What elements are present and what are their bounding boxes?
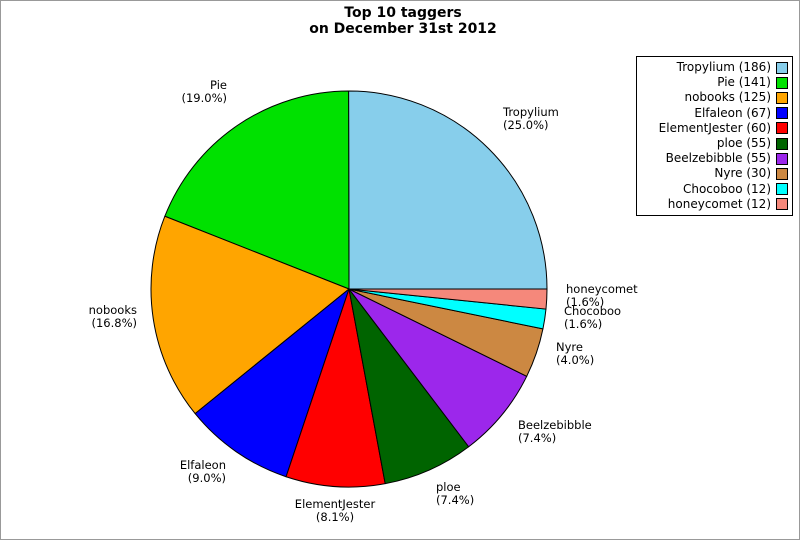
slice-label-ploe: ploe (7.4%): [436, 481, 474, 506]
legend-color-swatch: [776, 183, 788, 196]
legend-label: Elfaleon (67): [694, 105, 771, 120]
legend-item-Chocoboo: Chocoboo (12): [641, 182, 788, 197]
legend-item-Tropylium: Tropylium (186): [641, 60, 788, 75]
legend: Tropylium (186) Pie (141) nobooks (125) Elf…: [636, 56, 793, 216]
legend-color-swatch: [776, 107, 788, 120]
slice-label-Elfaleon: Elfaleon (9.0%): [180, 459, 226, 484]
slice-label-percent: (4.0%): [556, 352, 595, 367]
chart-title-line1: Top 10 taggers: [344, 5, 462, 21]
slice-label-nobooks: nobooks (16.8%): [89, 304, 137, 329]
slice-label-Chocoboo: Chocoboo (1.6%): [564, 305, 621, 330]
pie-slice-Pie: [164, 90, 350, 290]
legend-color-swatch: [776, 167, 788, 180]
slice-label-Pie: Pie (19.0%): [181, 79, 227, 104]
pie-slice-ElementJester: [285, 288, 386, 488]
legend-color-swatch: [776, 61, 788, 74]
legend-item-Elfaleon: Elfaleon (67): [641, 106, 788, 121]
legend-label: Tropylium (186): [676, 60, 771, 75]
pie-slice-nobooks: [150, 215, 350, 415]
slice-label-name: Nyre: [556, 340, 583, 354]
slice-label-percent: (25.0%): [503, 117, 549, 132]
slice-label-percent: (16.8%): [91, 315, 137, 330]
legend-label: Chocoboo (12): [682, 181, 771, 196]
legend-color-swatch: [776, 91, 788, 104]
legend-color-swatch: [776, 198, 788, 211]
pie-slice-honeycomet: [348, 288, 548, 310]
chart-title: Top 10 taggers on December 31st 2012: [309, 5, 497, 37]
legend-label: ploe (55): [716, 136, 771, 151]
slice-label-percent: (1.6%): [564, 316, 603, 331]
slice-label-percent: (1.6%): [566, 294, 605, 309]
legend-label: Nyre (30): [714, 166, 771, 181]
legend-color-swatch: [776, 76, 788, 89]
slice-label-name: Pie: [210, 78, 227, 92]
slice-label-Nyre: Nyre (4.0%): [556, 341, 594, 366]
legend-item-nobooks: nobooks (125): [641, 90, 788, 105]
legend-label: ElementJester (60): [658, 120, 771, 135]
slice-label-honeycomet: honeycomet (1.6%): [566, 283, 638, 308]
legend-item-honeycomet: honeycomet (12): [641, 197, 788, 212]
pie-slice-Elfaleon: [194, 288, 350, 478]
legend-label: Pie (141): [717, 75, 771, 90]
chart-title-line2: on December 31st 2012: [309, 20, 497, 37]
slice-label-percent: (7.4%): [518, 430, 557, 445]
legend-color-swatch: [776, 122, 788, 135]
slice-label-name: ElementJester: [294, 497, 376, 511]
slice-label-percent: (8.1%): [315, 509, 355, 524]
legend-item-ploe: ploe (55): [641, 136, 788, 151]
slice-label-percent: (9.0%): [187, 470, 226, 485]
legend-color-swatch: [776, 137, 788, 150]
slice-label-Beelzebibble: Beelzebibble (7.4%): [518, 419, 592, 444]
legend-item-Pie: Pie (141): [641, 75, 788, 90]
slice-label-Tropylium: Tropylium (25.0%): [503, 106, 559, 131]
slice-label-name: Beelzebibble: [518, 418, 592, 432]
legend-item-ElementJester: ElementJester (60): [641, 121, 788, 136]
slice-label-ElementJester: ElementJester (8.1%): [295, 498, 375, 523]
legend-label: honeycomet (12): [667, 196, 771, 211]
legend-label: nobooks (125): [684, 90, 771, 105]
slice-label-name: Elfaleon: [179, 458, 226, 472]
legend-color-swatch: [776, 152, 788, 165]
slice-label-name: Chocoboo: [564, 304, 622, 318]
slice-label-name: nobooks: [88, 303, 137, 317]
pie-slice-Tropylium: [348, 90, 548, 290]
slice-label-name: ploe: [436, 480, 461, 494]
slice-label-name: honeycomet: [566, 282, 638, 296]
legend-item-Nyre: Nyre (30): [641, 166, 788, 181]
legend-label: Beelzebibble (55): [665, 151, 771, 166]
slice-label-percent: (19.0%): [181, 90, 227, 105]
slice-label-name: Tropylium: [503, 105, 559, 119]
slice-label-percent: (7.4%): [436, 492, 475, 507]
legend-item-Beelzebibble: Beelzebibble (55): [641, 151, 788, 166]
